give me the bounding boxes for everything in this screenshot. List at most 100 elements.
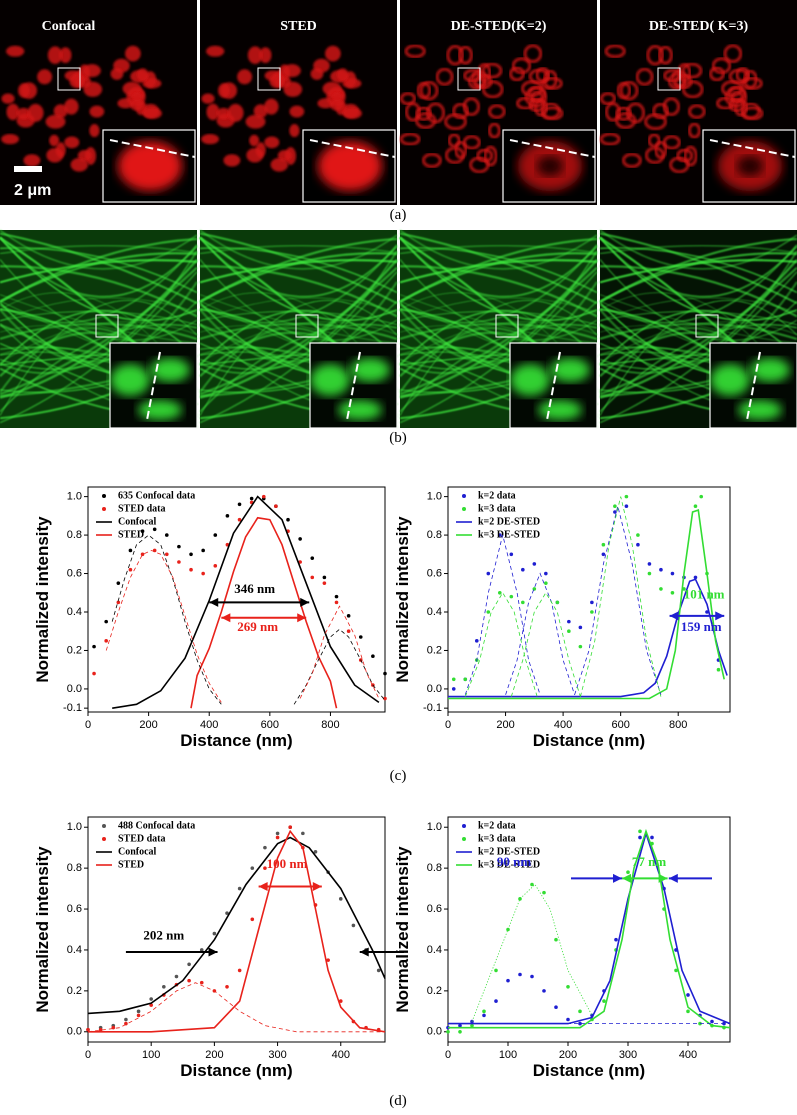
legend-label: k=2 data (478, 490, 516, 501)
data-point (659, 587, 663, 591)
filament (0, 297, 198, 322)
legend-label: STED (118, 859, 144, 870)
cell (415, 106, 433, 121)
cell (45, 114, 66, 129)
cell (741, 106, 764, 121)
data-point (509, 594, 514, 599)
scale-bar-label: 2 μm (14, 182, 51, 199)
filament (399, 247, 598, 294)
data-point (201, 571, 205, 576)
filament (0, 259, 198, 399)
data-point (213, 533, 218, 537)
image-tile: DE-STED( K=3) (599, 0, 797, 205)
data-point (286, 517, 290, 522)
arrow-head (715, 611, 725, 621)
filament (199, 281, 398, 363)
inset-blob (538, 400, 582, 420)
arrow-head (668, 873, 678, 883)
cell (541, 106, 564, 121)
inset-hole (737, 156, 763, 176)
data-point (602, 999, 606, 1003)
x-tick-label: 400 (679, 1049, 697, 1061)
cell (530, 90, 544, 104)
cell (83, 64, 101, 78)
legend-marker (102, 824, 106, 828)
filament (199, 259, 398, 399)
cell (259, 47, 272, 64)
cell (615, 106, 633, 121)
annotation: 100 nm (267, 856, 308, 871)
filament (199, 323, 398, 413)
cell (446, 44, 464, 66)
data-point (566, 1017, 570, 1022)
cell (647, 133, 661, 148)
data-point (497, 590, 502, 595)
cell (652, 102, 670, 120)
filament (0, 281, 198, 363)
roi-box (257, 67, 281, 91)
filament (399, 297, 598, 322)
data-point (470, 1023, 474, 1028)
filament (599, 281, 797, 363)
y-tick-label: 1.0 (427, 491, 442, 503)
cell (687, 122, 701, 139)
data-point (614, 937, 618, 942)
data-point (187, 978, 191, 983)
data-point (177, 544, 181, 549)
cell (264, 98, 279, 115)
cell (515, 96, 536, 110)
cell (667, 72, 686, 90)
data-point (674, 968, 678, 973)
filament (399, 300, 598, 370)
cell (216, 107, 231, 120)
roi-box (495, 314, 519, 338)
inset-blob (510, 364, 550, 396)
data-point (136, 1009, 141, 1014)
cell (444, 146, 465, 164)
cell (644, 113, 667, 131)
filament (599, 259, 797, 284)
cell (462, 97, 481, 117)
data-point (116, 600, 121, 605)
y-tick-label: 0.0 (67, 683, 82, 695)
filament (199, 271, 398, 424)
cell (89, 124, 100, 138)
filament (0, 271, 198, 424)
data-point (177, 560, 181, 564)
data-point (237, 886, 242, 891)
filament (0, 258, 198, 341)
fit-line (88, 829, 386, 1033)
profile-line (709, 139, 796, 158)
cell (6, 45, 25, 57)
filament (0, 232, 198, 305)
x-tick-label: 600 (261, 719, 279, 731)
component-fit (464, 506, 662, 695)
cell (604, 102, 621, 122)
cell (23, 154, 41, 167)
cell (206, 45, 225, 57)
cell (662, 134, 681, 150)
annotation: 202 nm (143, 928, 184, 943)
image-tile: Confocal (0, 0, 197, 205)
filament (0, 244, 198, 324)
cell (462, 134, 481, 150)
data-point (189, 552, 193, 557)
data-point (636, 533, 640, 537)
data-point (486, 610, 491, 614)
roi-box (657, 67, 681, 91)
y-tick-label: 0.8 (67, 529, 82, 541)
cell (481, 62, 503, 79)
data-point (136, 1013, 141, 1018)
data-point (124, 1017, 128, 1022)
filament (599, 271, 797, 424)
filament (599, 259, 797, 399)
inset-blob (150, 358, 190, 382)
cell (487, 104, 506, 119)
fit-line (112, 495, 380, 709)
cell (481, 80, 504, 99)
inset-blob (710, 364, 750, 396)
cell (626, 102, 646, 124)
cell (16, 107, 31, 120)
data-point (298, 537, 302, 541)
